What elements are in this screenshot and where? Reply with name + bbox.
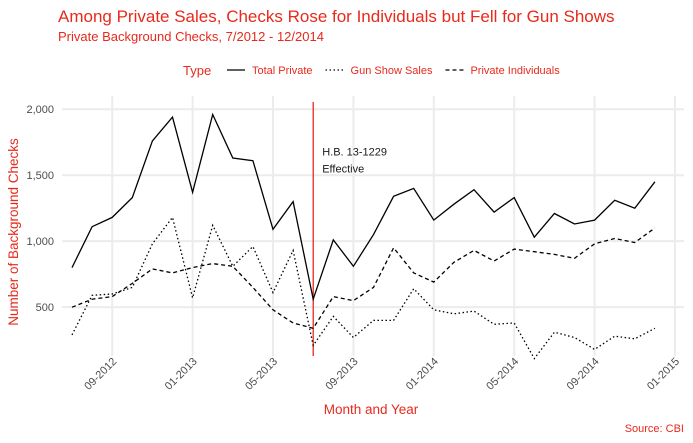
legend: Type Total Private Gun Show Sales Private … [183, 63, 560, 78]
x-tick-label: 09-2014 [565, 356, 602, 393]
y-axis-title: Number of Background Checks [6, 138, 21, 326]
series-line-private-individuals [71, 227, 656, 330]
annotation-label-line1: H.B. 13-1229 [322, 146, 387, 158]
annotation-label-line2: Effective [322, 163, 364, 175]
legend-title: Type [183, 63, 211, 78]
y-axis: 500 1,000 1,500 2,000 [26, 104, 54, 314]
grid [62, 96, 684, 356]
x-tick-label: 09-2012 [82, 356, 119, 393]
x-tick-label: 05-2013 [243, 356, 280, 393]
source-note: Source: CBI [625, 423, 684, 435]
x-tick-label: 01-2014 [404, 356, 441, 393]
chart-title: Among Private Sales, Checks Rose for Ind… [58, 7, 615, 26]
legend-label: Total Private [252, 65, 313, 77]
legend-label: Private Individuals [470, 65, 560, 77]
series-line-total-private [71, 112, 656, 302]
x-axis-title: Month and Year [324, 402, 419, 417]
x-tick-label: 01-2015 [645, 356, 682, 393]
x-axis: 09-2012 01-2013 05-2013 09-2013 01-2014 05-20… [82, 356, 682, 393]
chart-subtitle: Private Background Checks, 7/2012 - 12/2… [58, 29, 324, 44]
y-tick-label: 2,000 [26, 104, 54, 116]
y-tick-label: 500 [36, 302, 54, 314]
x-tick-label: 09-2013 [323, 356, 360, 393]
annotation: H.B. 13-1229 Effective [312, 102, 387, 356]
x-tick-label: 05-2014 [484, 356, 521, 393]
series-line-gun-show-sales [71, 215, 656, 360]
y-tick-label: 1,000 [26, 236, 54, 248]
legend-label: Gun Show Sales [351, 65, 433, 77]
x-tick-label: 01-2013 [163, 356, 200, 393]
series-layer [71, 112, 656, 360]
y-tick-label: 1,500 [26, 170, 54, 182]
